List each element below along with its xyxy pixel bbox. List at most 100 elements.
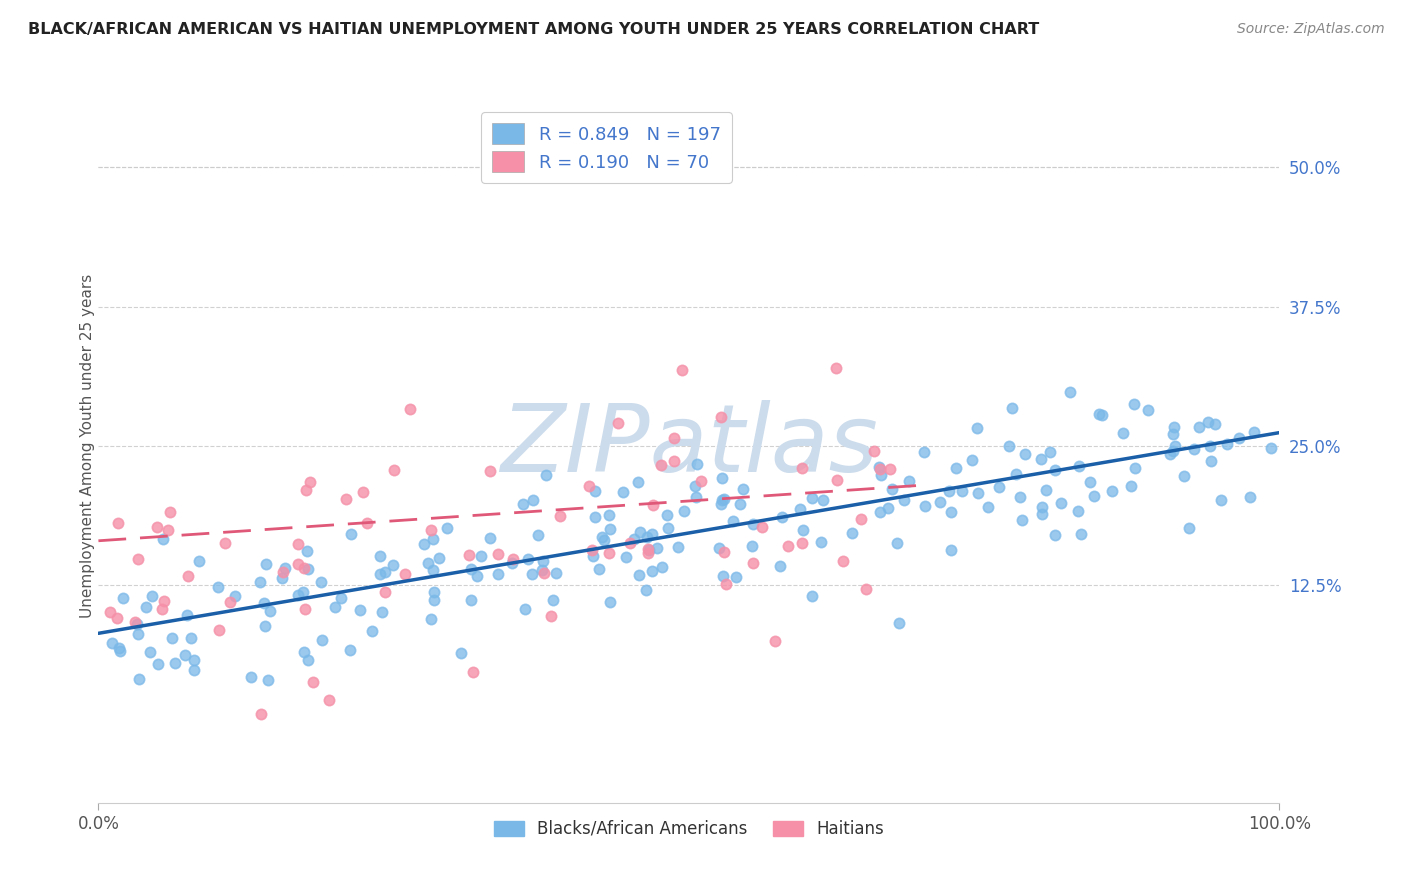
Point xyxy=(309,574,332,589)
Point xyxy=(578,479,600,493)
Point xyxy=(124,615,146,629)
Point xyxy=(422,563,444,577)
Point xyxy=(966,486,988,500)
Point xyxy=(368,567,391,582)
Point xyxy=(368,549,391,563)
Point xyxy=(274,560,297,574)
Point xyxy=(422,592,444,607)
Point xyxy=(534,467,557,482)
Point xyxy=(252,596,274,610)
Point xyxy=(914,500,936,514)
Point xyxy=(1005,467,1028,482)
Point xyxy=(374,565,396,579)
Point xyxy=(893,492,915,507)
Point xyxy=(416,556,439,570)
Point xyxy=(1164,439,1187,453)
Point xyxy=(742,557,765,571)
Point xyxy=(436,521,458,535)
Point xyxy=(673,504,696,518)
Point xyxy=(107,640,129,655)
Text: BLACK/AFRICAN AMERICAN VS HAITIAN UNEMPLOYMENT AMONG YOUTH UNDER 25 YEARS CORREL: BLACK/AFRICAN AMERICAN VS HAITIAN UNEMPL… xyxy=(28,22,1039,37)
Point xyxy=(928,495,950,509)
Point xyxy=(770,510,793,524)
Point xyxy=(662,431,685,445)
Point xyxy=(294,602,316,616)
Point xyxy=(742,517,765,532)
Point xyxy=(721,514,744,528)
Point xyxy=(800,491,823,506)
Point xyxy=(173,648,195,662)
Point xyxy=(422,532,444,546)
Point xyxy=(683,479,706,493)
Point xyxy=(287,588,309,602)
Point xyxy=(330,591,353,605)
Point xyxy=(810,535,832,549)
Point xyxy=(349,603,371,617)
Point xyxy=(176,607,198,622)
Point xyxy=(1049,496,1071,510)
Point xyxy=(128,672,150,686)
Point xyxy=(381,558,404,573)
Text: ZIPatlas: ZIPatlas xyxy=(501,401,877,491)
Point xyxy=(869,462,891,476)
Point xyxy=(657,521,679,535)
Point xyxy=(292,560,315,574)
Point xyxy=(127,552,149,566)
Point xyxy=(1039,444,1062,458)
Point xyxy=(98,606,121,620)
Point xyxy=(612,484,634,499)
Point xyxy=(1031,500,1053,515)
Point xyxy=(1067,459,1090,474)
Point xyxy=(188,554,211,568)
Point xyxy=(593,533,616,547)
Point xyxy=(1067,504,1090,518)
Point xyxy=(531,563,554,577)
Point xyxy=(1078,475,1101,489)
Point xyxy=(1035,483,1057,498)
Point xyxy=(1243,425,1265,440)
Point xyxy=(628,524,651,539)
Point xyxy=(641,526,664,541)
Point xyxy=(825,473,848,487)
Point xyxy=(150,602,173,616)
Point xyxy=(450,646,472,660)
Point xyxy=(811,492,834,507)
Point xyxy=(591,530,613,544)
Point xyxy=(792,523,814,537)
Point xyxy=(429,550,451,565)
Point xyxy=(146,657,169,671)
Point xyxy=(637,543,659,558)
Point xyxy=(138,645,160,659)
Point xyxy=(733,482,755,496)
Point xyxy=(988,480,1011,494)
Point xyxy=(162,632,184,646)
Point xyxy=(145,520,167,534)
Point xyxy=(458,549,481,563)
Point xyxy=(287,558,309,572)
Point xyxy=(897,474,920,488)
Point xyxy=(297,562,319,576)
Point xyxy=(1197,415,1219,429)
Point xyxy=(294,483,316,497)
Point xyxy=(583,510,606,524)
Point xyxy=(870,468,893,483)
Point xyxy=(1227,431,1250,445)
Point xyxy=(311,633,333,648)
Point xyxy=(419,612,441,626)
Point xyxy=(478,464,501,478)
Point xyxy=(1070,527,1092,541)
Point xyxy=(686,457,709,471)
Point xyxy=(1043,528,1066,542)
Point xyxy=(851,511,873,525)
Point xyxy=(287,536,309,550)
Point xyxy=(219,595,242,609)
Point xyxy=(152,532,174,546)
Point xyxy=(423,585,446,599)
Point xyxy=(868,459,890,474)
Point xyxy=(728,497,751,511)
Point xyxy=(966,421,988,435)
Point xyxy=(461,665,484,679)
Point xyxy=(540,608,562,623)
Point xyxy=(1239,491,1261,505)
Point xyxy=(685,490,707,504)
